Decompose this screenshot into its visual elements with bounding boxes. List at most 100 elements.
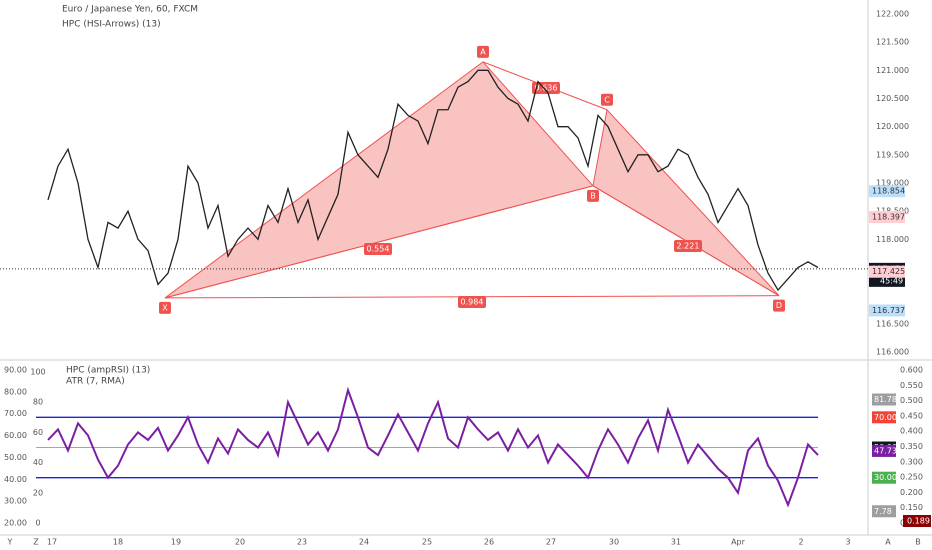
ratio-box: [674, 240, 702, 252]
pattern-point: [773, 299, 785, 312]
rsi-badge-label: 81.78: [874, 395, 897, 404]
price-badge-label: 117.425: [872, 267, 905, 276]
rsi-tick-label: 40: [33, 458, 43, 467]
atr-tick-label: 0.400: [900, 427, 923, 436]
left-tick-label: 30.00: [4, 497, 27, 506]
y-tick-label: 120.500: [876, 94, 909, 103]
atr-badge-label: 0.189: [907, 517, 930, 526]
chart-title: Euro / Japanese Yen, 60, FXCM: [62, 5, 198, 15]
ratio-label: 0.984: [461, 298, 484, 307]
price-badge-label: 116.737: [872, 306, 905, 315]
y-tick-label: 116.500: [876, 319, 909, 328]
x-tick-label: 3: [845, 538, 850, 547]
lower-title: HPC (ampRSI) (13): [66, 366, 150, 376]
rsi-tick-label: 100: [30, 368, 45, 377]
y-tick-label: 122.000: [876, 10, 909, 19]
y-tick-label: 119.500: [876, 150, 909, 159]
x-tick-label: 2: [798, 538, 803, 547]
atr-tick-label: 0.300: [900, 457, 923, 466]
ratio-label: 2.221: [677, 242, 700, 251]
x-tick-label: 18: [113, 538, 123, 547]
pattern-point: [159, 301, 171, 314]
price-badge: [869, 210, 905, 223]
x-tick-label: 31: [671, 538, 681, 547]
atr-badge: [903, 515, 931, 527]
x-tick-label: Apr: [731, 538, 746, 547]
price-badge: [869, 304, 905, 317]
rsi-badge-label: 47.73: [874, 446, 897, 455]
x-tick-label: 19: [171, 538, 181, 547]
price-badge: [869, 185, 905, 198]
atr-tick-label: 0.550: [900, 381, 923, 390]
rsi-line: [47, 386, 819, 508]
y-tick-label: 121.500: [876, 38, 909, 47]
left-tick-label: 90.00: [4, 366, 27, 375]
ratio-box: [364, 243, 392, 255]
rsi-tick-label: 80: [33, 398, 43, 407]
rsi-tick-label: 60: [33, 428, 43, 437]
level-badge-label: 30.00: [874, 473, 897, 482]
level-badge: [872, 471, 896, 484]
left-tick-label: 70.00: [4, 409, 27, 418]
ratio-label: 0.554: [367, 245, 390, 254]
pattern-point: [477, 45, 489, 58]
atr-tick-label: 0.250: [900, 473, 923, 482]
pattern-line: [164, 185, 594, 299]
rsi-badge: [872, 393, 896, 406]
atr-tick-label: 0.200: [900, 488, 923, 497]
x-tick-label: 30: [609, 538, 619, 547]
atr-tick-label: 0.150: [900, 503, 923, 512]
countdown-label: 45:49: [880, 276, 903, 285]
atr-tick-label: 0.500: [900, 396, 923, 405]
pattern-label: X: [162, 303, 168, 312]
price-badge-label: 118.854: [872, 187, 905, 196]
price-badge: [869, 265, 905, 278]
y-tick-label: 119.000: [876, 179, 909, 188]
left-tick-label: 60.00: [4, 431, 27, 440]
rsi-badge: [872, 505, 896, 518]
pattern-label: B: [590, 191, 596, 200]
x-tick-label: 23: [297, 538, 307, 547]
left-tick-label: 50.00: [4, 453, 27, 462]
pattern-point: [601, 93, 613, 106]
left-tick-label: 20.00: [4, 519, 27, 528]
left-tick-label: 80.00: [4, 387, 27, 396]
lower-subtitle: ATR (7, RMA): [66, 377, 125, 387]
y-tick-label: 121.000: [876, 66, 909, 75]
ratio-box: [532, 82, 560, 94]
left-tick-label: 40.00: [4, 475, 27, 484]
pattern-point: [587, 189, 599, 202]
rsi-tick-label: 20: [33, 488, 43, 497]
corner-label: Z: [33, 538, 39, 547]
pattern-label: A: [480, 47, 486, 56]
rsi-badge-label: 7.78: [874, 507, 892, 516]
price-badge-label: 118.397: [872, 212, 905, 221]
ratio-box: [458, 296, 486, 308]
x-tick-label: 17: [47, 538, 57, 547]
countdown-badge: [869, 274, 905, 287]
pattern-label: D: [776, 301, 782, 310]
rsi-badge: [872, 444, 896, 457]
x-tick-label: 26: [484, 538, 494, 547]
atr-tick-label: 0.600: [900, 366, 923, 375]
x-tick-label: 24: [359, 538, 369, 547]
x-tick-label: 25: [422, 538, 432, 547]
y-tick-label: 116.000: [876, 348, 909, 357]
corner-label: A: [885, 538, 891, 547]
x-tick-label: 20: [235, 538, 245, 547]
ratio-label: 0.636: [535, 84, 558, 93]
level-badge-label: 70.00: [874, 413, 897, 422]
rsi-tick-label: 0: [35, 519, 40, 528]
level-badge: [872, 411, 896, 424]
pattern-label: C: [604, 95, 610, 104]
indicator-name: HPC (HSI-Arrows) (13): [62, 20, 161, 30]
y-tick-label: 118.000: [876, 235, 909, 244]
y-tick-label: 120.000: [876, 122, 909, 131]
corner-label: Y: [7, 538, 13, 547]
atr-tick-label: 0.350: [900, 442, 923, 451]
price-line: [47, 69, 819, 292]
x-tick-label: 27: [546, 538, 556, 547]
atr-tick-label: 0.450: [900, 411, 923, 420]
corner-label: B: [915, 538, 921, 547]
